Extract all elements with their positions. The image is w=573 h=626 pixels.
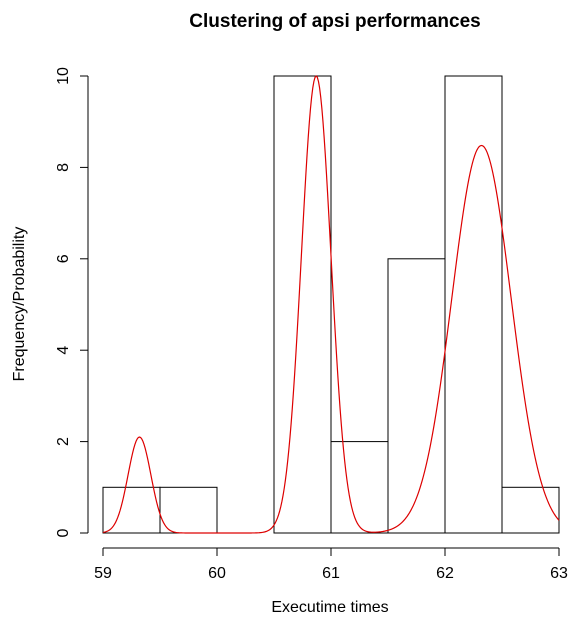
y-tick-label-5: 10	[55, 67, 72, 85]
histogram-bar-3	[273, 75, 332, 534]
x-tick-label-2: 61	[322, 565, 340, 582]
histogram-bar-6	[444, 75, 503, 534]
x-axis: 59 60 61 62 63	[94, 547, 568, 582]
x-tick-label-0: 59	[94, 565, 112, 582]
x-tick-label-4: 63	[550, 565, 568, 582]
histogram-bar-4	[330, 441, 389, 534]
histogram-bar-7	[501, 486, 560, 534]
y-tick-label-2: 4	[55, 346, 72, 355]
y-tick-label-3: 6	[55, 254, 72, 263]
y-tick-label-0: 0	[55, 528, 72, 537]
y-tick-label-1: 2	[55, 437, 72, 446]
histogram-bar-5	[387, 258, 446, 534]
x-tick-label-3: 62	[436, 565, 454, 582]
histogram-bar-0	[102, 486, 161, 534]
chart-title: Clustering of apsi performances	[189, 11, 480, 32]
histogram-bars	[102, 75, 560, 534]
x-tick-label-1: 60	[208, 565, 226, 582]
x-axis-label: Executime times	[271, 599, 388, 616]
density-curve	[102, 75, 560, 534]
histogram-bar-1	[159, 486, 218, 534]
y-axis-label: Frequency/Probability	[11, 227, 28, 382]
y-axis: 0 2 4 6 8 10	[55, 67, 89, 537]
y-tick-label-4: 8	[55, 163, 72, 172]
